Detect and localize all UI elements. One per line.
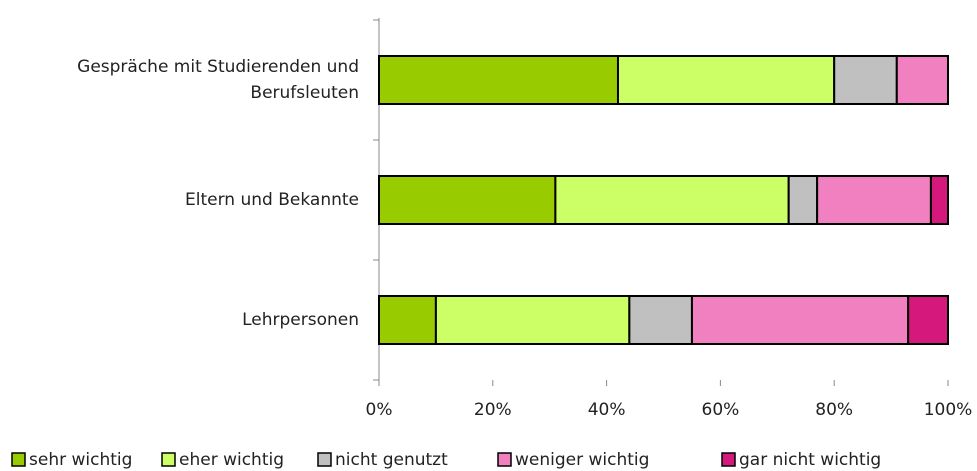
bar-segment xyxy=(929,175,949,225)
bar-segment xyxy=(378,55,619,105)
legend-swatch xyxy=(161,452,176,467)
bar-segment xyxy=(378,295,437,345)
bar-segment xyxy=(378,175,557,225)
category-label: Eltern und Bekannte xyxy=(185,190,359,210)
legend-swatch xyxy=(11,452,26,467)
bar-segment xyxy=(690,295,910,345)
legend-label: nicht genutzt xyxy=(335,450,448,470)
legend-swatch xyxy=(317,452,332,467)
x-tick-label: 40% xyxy=(588,400,626,420)
x-tick-label: 0% xyxy=(366,400,393,420)
bar-segment xyxy=(787,175,819,225)
category-label: Gespräche mit Studierenden und Berufsleu… xyxy=(77,57,359,103)
x-tick-label: 60% xyxy=(702,400,740,420)
legend-label: sehr wichtig xyxy=(29,450,132,470)
bar-segment xyxy=(833,55,898,105)
x-tick-label: 80% xyxy=(815,400,853,420)
bar-segment xyxy=(628,295,693,345)
bar-segment xyxy=(554,175,790,225)
legend-label: weniger wichtig xyxy=(515,450,649,470)
bar-segment xyxy=(616,55,836,105)
legend-label: eher wichtig xyxy=(179,450,284,470)
x-tick-label: 100% xyxy=(924,400,973,420)
bar-segment xyxy=(895,55,949,105)
legend-swatch xyxy=(721,452,736,467)
legend-swatch xyxy=(497,452,512,467)
bar-segment xyxy=(816,175,932,225)
bar-segment xyxy=(907,295,949,345)
bar-segment xyxy=(434,295,631,345)
category-label: Lehrpersonen xyxy=(242,310,359,330)
x-tick-label: 20% xyxy=(474,400,512,420)
legend-label: gar nicht wichtig xyxy=(739,450,881,470)
